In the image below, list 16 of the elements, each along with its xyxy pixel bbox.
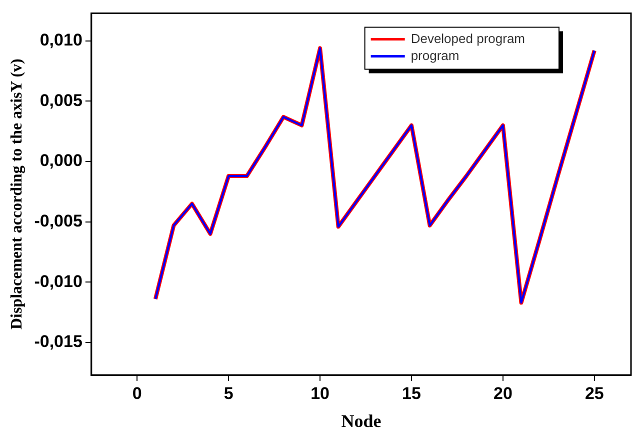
y-tick-label: -0,010 <box>34 272 82 291</box>
x-axis-title: Node <box>341 410 382 431</box>
legend-label: program <box>410 48 460 63</box>
x-tick-label: 20 <box>494 384 512 403</box>
x-tick-label: 0 <box>132 384 142 403</box>
y-axis-title: Displacement according to the axisY (v) <box>8 58 26 330</box>
legend-label: Developed program <box>410 30 526 46</box>
y-tick-label: 0,010 <box>40 30 82 50</box>
y-tick-label: -0,015 <box>34 332 82 352</box>
x-tick-label: 25 <box>584 384 604 403</box>
x-tick-label: 5 <box>224 384 234 403</box>
y-tick-label: 0,005 <box>40 90 82 110</box>
y-tick-label: 0,000 <box>40 151 82 170</box>
x-tick-label: 15 <box>402 384 421 403</box>
x-tick-label: 10 <box>310 384 330 403</box>
y-tick-label: -0,005 <box>34 212 82 231</box>
